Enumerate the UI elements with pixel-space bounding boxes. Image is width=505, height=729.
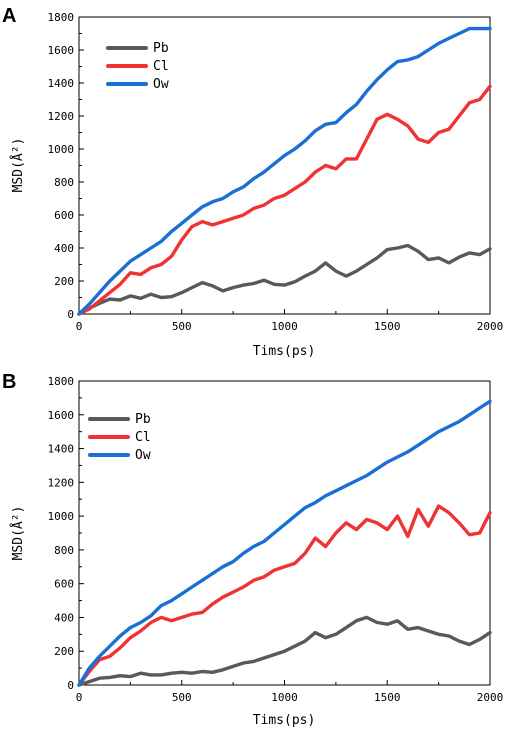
legend-label-pb: Pb [135,412,151,427]
legend-label-cl: Cl [153,59,169,74]
x-axis-title-b: Tims(ps) [253,713,316,728]
y-axis-title-b: MSD(Å²) [10,506,26,561]
y-tick-label: 600 [54,209,74,222]
series-line-cl [77,84,492,316]
x-tick-label: 1000 [271,691,298,704]
y-tick-label: 1800 [48,375,75,388]
y-tick-label: 400 [54,242,74,255]
y-tick-label: 1400 [48,443,75,456]
series-line-cl [77,504,492,687]
legend-a: Pb Cl Ow [106,41,169,92]
x-tick-label: 2000 [477,691,504,704]
y-tick-label: 1600 [48,409,75,422]
legend-label-ow: Ow [153,77,169,92]
x-tick-label: 500 [172,691,192,704]
y-tick-label: 1400 [48,77,75,90]
x-tick-label: 1500 [374,691,401,704]
y-tick-label: 1800 [48,11,75,24]
y-tick-label: 1000 [48,510,75,523]
series-lines-b [77,399,492,687]
y-tick-label: 1000 [48,143,75,156]
legend-b: Pb Cl Ow [88,412,151,463]
x-axis-title-a: Tims(ps) [253,344,316,359]
y-tick-label: 0 [67,679,74,692]
panel-letter-a: A [2,5,16,27]
y-tick-label: 1600 [48,44,75,57]
plot-area-frame-a [78,16,491,315]
legend-label-pb: Pb [153,41,169,56]
y-axis-title-a: MSD(Å²) [10,138,26,193]
series-line-pb [77,243,492,316]
y-tick-label: 200 [54,645,74,658]
y-tick-label: 800 [54,176,74,189]
x-tick-label: 0 [76,691,83,704]
x-tick-label: 2000 [477,320,504,333]
series-line-pb [77,615,492,687]
x-tick-label: 1000 [271,320,298,333]
y-tick-label: 0 [67,308,74,321]
axis-ticks-a: 0 500 1000 1500 2000 0 200 400 600 800 1000 1200 140… [48,11,504,333]
series-lines-a [77,26,492,316]
y-tick-label: 800 [54,544,74,557]
x-tick-label: 500 [172,320,192,333]
y-tick-label: 200 [54,275,74,288]
y-tick-label: 600 [54,578,74,591]
series-line-ow [77,399,492,687]
chart-panel-b: B MSD(Å²) Tims(ps) 0 500 1000 1500 2000 0 200 4… [2,371,503,728]
y-tick-label: 1200 [48,110,75,123]
panel-letter-b: B [2,371,16,393]
axis-ticks-b: 0 500 1000 1500 2000 0 200 400 600 800 1000 1200 140… [48,375,504,704]
x-tick-label: 0 [76,320,83,333]
x-tick-label: 1500 [374,320,401,333]
legend-label-ow: Ow [135,448,151,463]
series-line-ow [77,26,492,316]
chart-panel-a: A MSD(Å²) Tims(ps) 0 500 1000 1500 2000 0 200 4… [2,5,503,359]
legend-label-cl: Cl [135,430,151,445]
y-tick-label: 400 [54,611,74,624]
y-tick-label: 1200 [48,476,75,489]
